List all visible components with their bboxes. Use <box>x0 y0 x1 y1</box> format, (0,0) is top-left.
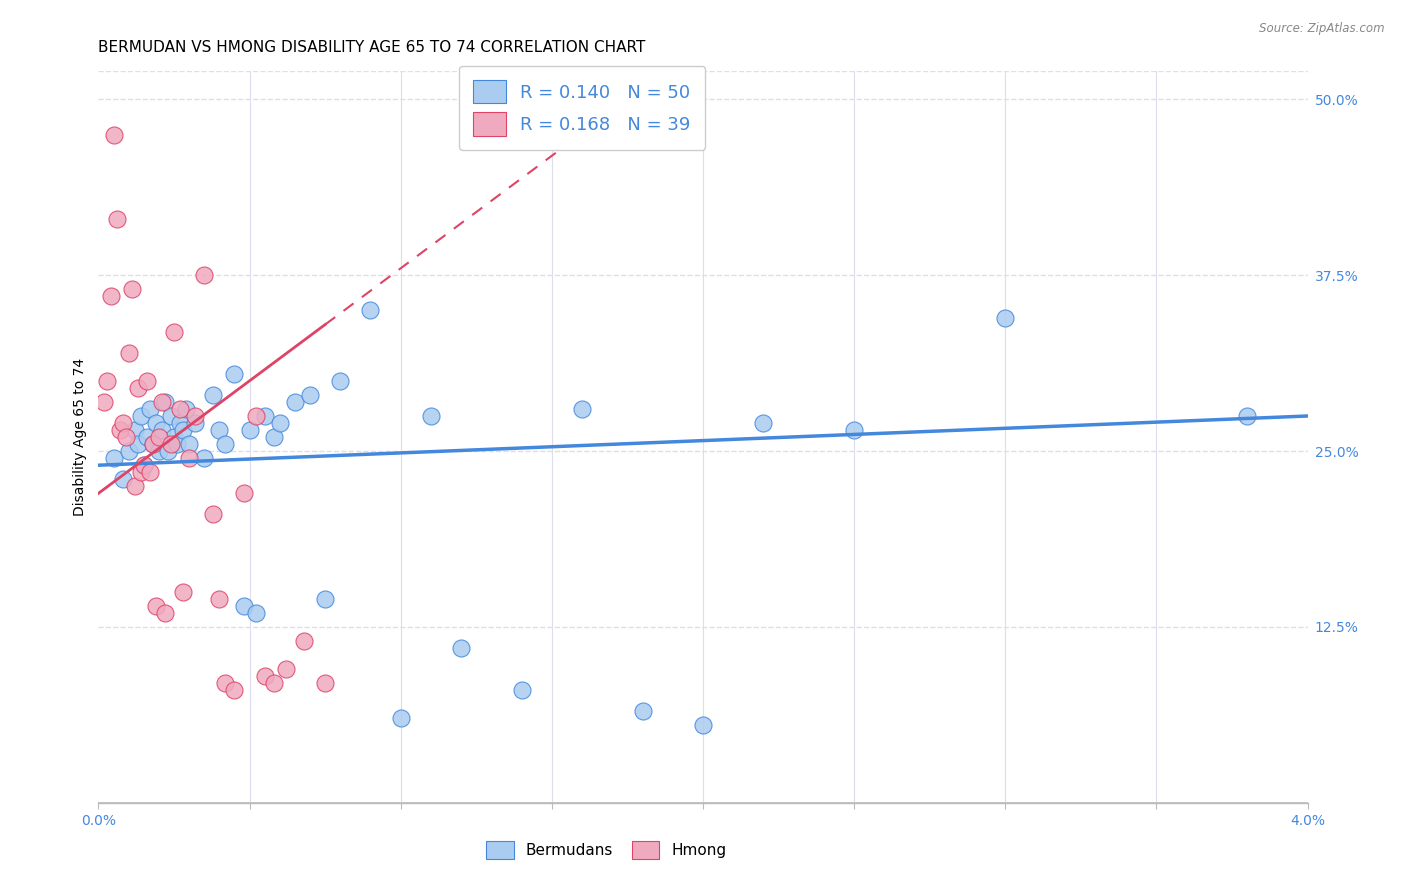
Point <box>172 423 194 437</box>
Point <box>208 423 231 437</box>
Point <box>156 444 179 458</box>
Point <box>224 367 246 381</box>
Point <box>105 212 128 227</box>
Point <box>193 451 215 466</box>
Point <box>253 669 276 683</box>
Point <box>111 416 134 430</box>
Point <box>1236 409 1258 423</box>
Point <box>163 430 186 444</box>
Point <box>179 451 201 466</box>
Point <box>129 465 152 479</box>
Point <box>360 303 382 318</box>
Point <box>118 444 141 458</box>
Point <box>263 676 285 690</box>
Point <box>193 268 215 283</box>
Point <box>160 437 183 451</box>
Point <box>571 401 593 416</box>
Point <box>184 416 207 430</box>
Point <box>114 430 136 444</box>
Point <box>108 423 131 437</box>
Point <box>329 374 352 388</box>
Point <box>232 599 254 613</box>
Point <box>148 430 170 444</box>
Point <box>153 606 176 620</box>
Legend: Bermudans, Hmong: Bermudans, Hmong <box>479 835 733 864</box>
Point <box>111 472 134 486</box>
Point <box>510 683 533 698</box>
Point <box>169 401 191 416</box>
Point <box>389 711 412 725</box>
Point <box>274 662 297 676</box>
Point <box>145 416 167 430</box>
Point <box>124 479 146 493</box>
Point <box>263 430 285 444</box>
Point <box>184 409 207 423</box>
Point <box>253 409 276 423</box>
Point <box>166 437 188 451</box>
Point <box>127 381 149 395</box>
Point <box>150 395 173 409</box>
Point <box>160 409 183 423</box>
Point <box>692 718 714 732</box>
Point <box>132 458 155 473</box>
Point <box>145 599 167 613</box>
Point <box>224 683 246 698</box>
Point <box>245 606 267 620</box>
Point <box>148 444 170 458</box>
Point <box>844 423 866 437</box>
Point <box>214 437 236 451</box>
Point <box>752 416 775 430</box>
Point <box>450 641 472 656</box>
Point <box>245 409 267 423</box>
Point <box>118 345 141 359</box>
Point <box>994 310 1017 325</box>
Point <box>292 634 315 648</box>
Point <box>96 374 118 388</box>
Point <box>202 508 225 522</box>
Point <box>179 437 201 451</box>
Point <box>135 430 157 444</box>
Point <box>132 458 155 473</box>
Point <box>127 437 149 451</box>
Point <box>163 325 186 339</box>
Point <box>299 388 322 402</box>
Point <box>208 591 231 606</box>
Point <box>150 423 173 437</box>
Point <box>103 451 125 466</box>
Point <box>269 416 291 430</box>
Point <box>169 416 191 430</box>
Point <box>314 676 336 690</box>
Point <box>232 486 254 500</box>
Text: Source: ZipAtlas.com: Source: ZipAtlas.com <box>1260 22 1385 36</box>
Point <box>129 409 152 423</box>
Y-axis label: Disability Age 65 to 74: Disability Age 65 to 74 <box>73 358 87 516</box>
Point <box>103 128 125 142</box>
Point <box>139 465 162 479</box>
Text: BERMUDAN VS HMONG DISABILITY AGE 65 TO 74 CORRELATION CHART: BERMUDAN VS HMONG DISABILITY AGE 65 TO 7… <box>98 40 645 55</box>
Point <box>142 437 165 451</box>
Point <box>214 676 236 690</box>
Point <box>239 423 262 437</box>
Point <box>172 584 194 599</box>
Point <box>174 401 197 416</box>
Point <box>139 401 162 416</box>
Point <box>153 395 176 409</box>
Point <box>121 282 143 296</box>
Point <box>135 374 157 388</box>
Point <box>631 705 654 719</box>
Point <box>420 409 443 423</box>
Point <box>93 395 115 409</box>
Point <box>100 289 122 303</box>
Point <box>142 437 165 451</box>
Point <box>124 423 146 437</box>
Point <box>284 395 307 409</box>
Point <box>202 388 225 402</box>
Point <box>314 591 336 606</box>
